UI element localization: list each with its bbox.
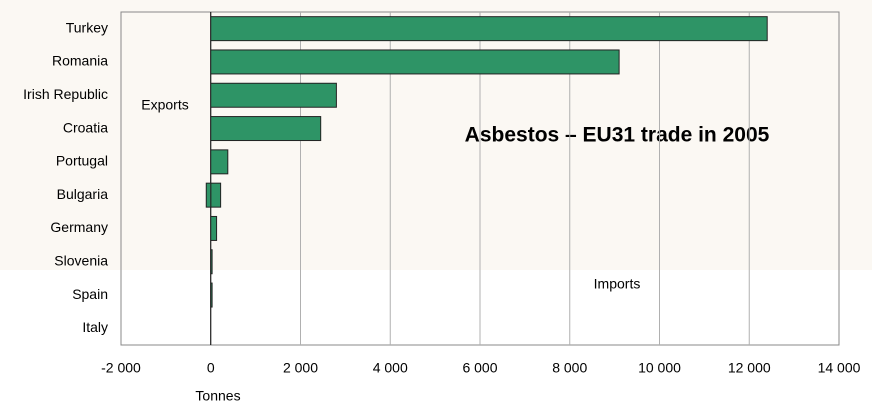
- y-tick-label: Italy: [82, 319, 108, 335]
- series-label: Exports: [141, 97, 188, 113]
- bar: [211, 216, 217, 240]
- x-tick-label: 2 000: [283, 360, 318, 376]
- chart: Asbestos – EU31 trade in 2005 Tonnes -2 …: [0, 0, 872, 411]
- bar: [211, 83, 337, 107]
- series-label: Imports: [594, 276, 641, 292]
- x-tick-label: -2 000: [101, 360, 141, 376]
- bar: [211, 250, 212, 274]
- x-tick-label: 10 000: [638, 360, 681, 376]
- x-tick-label: 0: [207, 360, 215, 376]
- y-tick-label: Slovenia: [54, 252, 108, 268]
- x-tick-label: 12 000: [728, 360, 771, 376]
- y-tick-label: Germany: [50, 219, 108, 235]
- x-tick-label: 8 000: [552, 360, 587, 376]
- bar: [206, 183, 210, 207]
- y-tick-label: Spain: [72, 286, 108, 302]
- x-tick-label: 6 000: [462, 360, 497, 376]
- y-tick-label: Bulgaria: [57, 186, 109, 202]
- x-axis-label: Tonnes: [195, 388, 240, 404]
- y-tick-label: Irish Republic: [23, 86, 108, 102]
- bar: [211, 50, 619, 74]
- chart-title: Asbestos – EU31 trade in 2005: [465, 124, 770, 147]
- x-tick-label: 4 000: [373, 360, 408, 376]
- y-tick-label: Romania: [52, 53, 108, 69]
- y-tick-label: Turkey: [66, 19, 108, 35]
- y-tick-label: Croatia: [63, 119, 108, 135]
- bar: [211, 17, 767, 41]
- bar: [211, 183, 221, 207]
- bar: [211, 150, 228, 174]
- bar: [211, 283, 212, 307]
- y-tick-label: Portugal: [56, 153, 108, 169]
- x-tick-label: 14 000: [818, 360, 861, 376]
- bar: [211, 117, 321, 141]
